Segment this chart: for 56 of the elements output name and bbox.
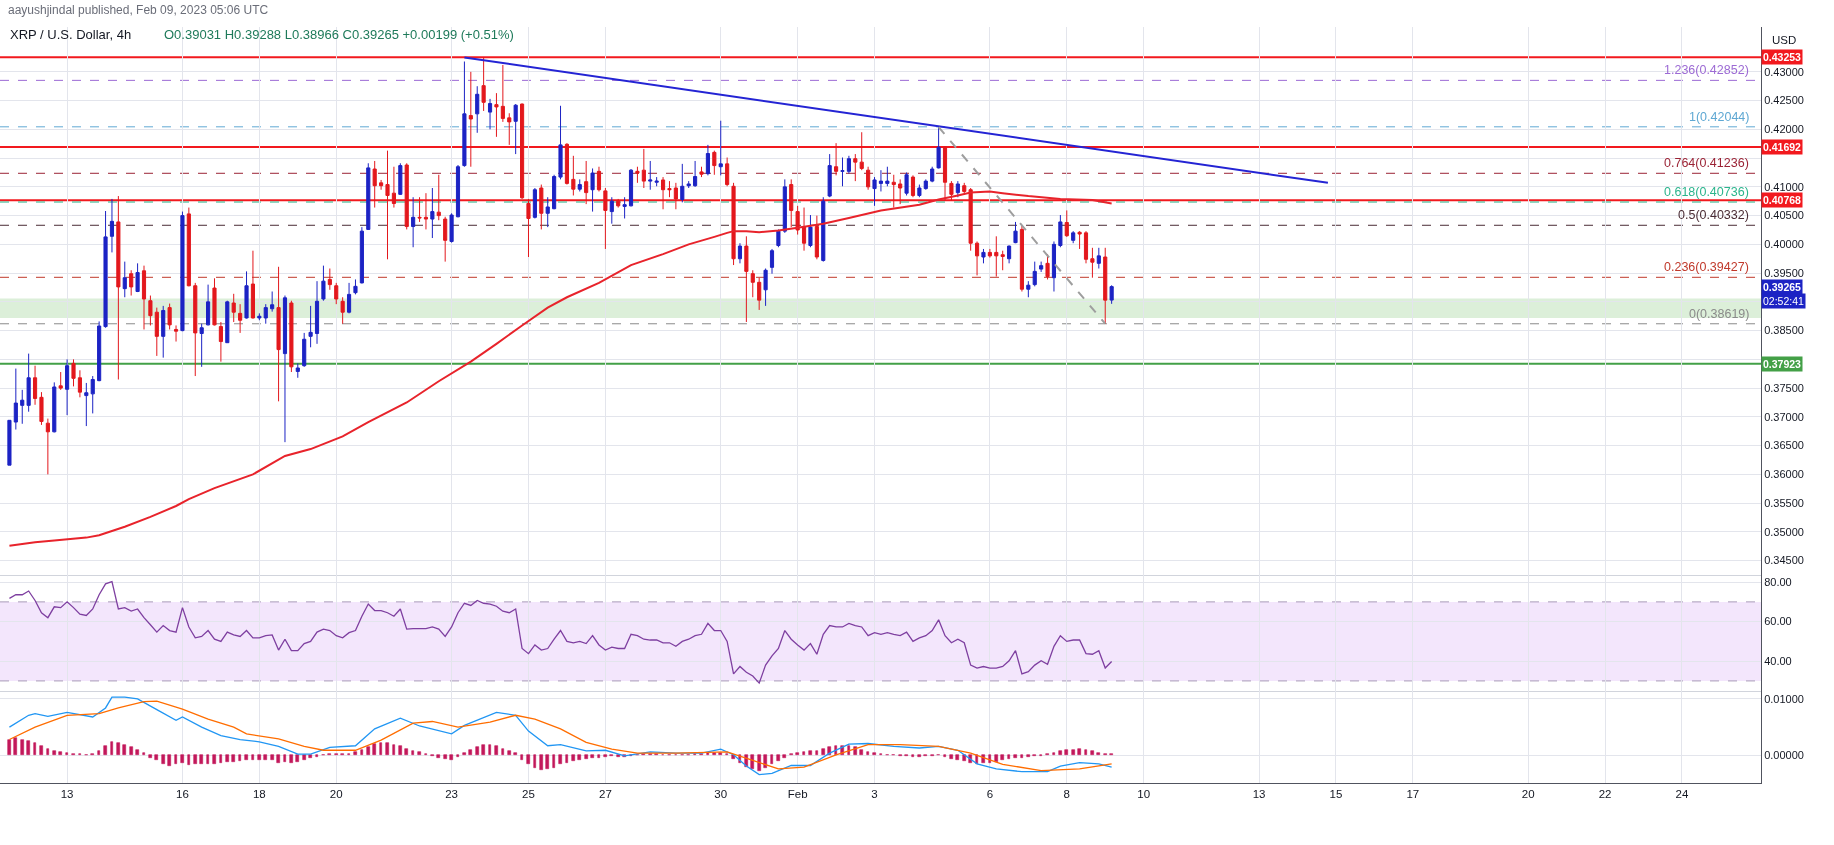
y-tick-label: 0.39500 <box>1764 266 1804 279</box>
y-tick-label: 0.37000 <box>1764 410 1804 423</box>
x-tick-label: 30 <box>714 787 728 800</box>
text: aayushjindal published, Feb 09, 2023 05:06 UTC <box>8 3 269 17</box>
x-tick-label: 17 <box>1406 787 1420 800</box>
ref-line-label: 1(0.42044) <box>1689 110 1750 124</box>
x-tick-label: 24 <box>1675 787 1689 800</box>
y-tick-label: 0.37500 <box>1764 381 1804 394</box>
y-axis-title: USD <box>1772 34 1797 46</box>
text: 02:52:41 <box>1763 295 1805 307</box>
y-tick-label: 60.00 <box>1764 615 1792 628</box>
chart-title: XRP / U.S. Dollar, 4h <box>10 27 132 42</box>
y-tick-label: 40.00 <box>1764 655 1792 668</box>
x-tick-label: 15 <box>1329 787 1343 800</box>
y-tick-label: 0.41000 <box>1764 180 1804 193</box>
y-tick-label: 0.42000 <box>1764 123 1804 136</box>
y-tick-label: 0.35000 <box>1764 525 1804 538</box>
ref-line-label: 0.43253 <box>1763 51 1802 63</box>
ref-line-label: 0.236(0.39427) <box>1664 260 1749 274</box>
y-tick-label: 0.43000 <box>1764 65 1804 78</box>
y-tick-label: 0.34500 <box>1764 554 1804 567</box>
x-tick-label: 23 <box>445 787 458 800</box>
annotation: 0.39265 <box>1763 281 1802 293</box>
x-tick-label: 6 <box>986 787 994 800</box>
ref-line-label: 0.41692 <box>1763 141 1802 153</box>
ref-line-label: 0.40768 <box>1763 194 1802 206</box>
chart-subtitle: O0.39031 H0.39288 L0.38966 C0.39265 +0.00199 (+0.51%) <box>164 27 514 42</box>
ref-line-label: 0.5(0.40332) <box>1678 208 1749 222</box>
ref-line-label: 0.618(0.40736) <box>1664 185 1749 199</box>
x-tick-label: 16 <box>176 787 189 800</box>
y-tick-label: 80.00 <box>1764 575 1792 588</box>
x-tick-label: 27 <box>598 787 612 800</box>
x-tick-label: 20 <box>1521 787 1535 800</box>
y-tick-label: 0.36500 <box>1764 439 1804 452</box>
x-tick-label: 22 <box>1598 787 1612 800</box>
x-tick-label: 10 <box>1137 787 1151 800</box>
y-tick-label: 0.35500 <box>1764 496 1804 509</box>
x-tick-label: 18 <box>252 787 266 800</box>
ref-line-label: 0.37923 <box>1763 358 1802 370</box>
y-tick-label: 0.38500 <box>1764 324 1804 337</box>
x-tick-label: 3 <box>871 787 878 800</box>
x-tick-label: 13 <box>60 787 74 800</box>
x-tick-label: 20 <box>329 787 343 800</box>
y-tick-label: 0.42500 <box>1764 94 1804 107</box>
x-tick-label: 8 <box>1063 787 1070 800</box>
x-tick-label: Feb <box>787 787 808 800</box>
y-tick-label: 0.01000 <box>1764 692 1804 705</box>
y-tick-label: 0.40000 <box>1764 238 1804 251</box>
y-tick-label: 0.36000 <box>1764 468 1804 481</box>
ref-line-label: 0.764(0.41236) <box>1664 156 1749 170</box>
ref-line-label: 0(0.38619) <box>1689 307 1750 321</box>
y-tick-label: 0.00000 <box>1764 749 1804 762</box>
ref-line-label: 1.236(0.42852) <box>1664 63 1749 77</box>
x-tick-label: 25 <box>522 787 535 800</box>
x-tick-label: 13 <box>1252 787 1266 800</box>
y-tick-label: 0.40500 <box>1764 209 1804 222</box>
